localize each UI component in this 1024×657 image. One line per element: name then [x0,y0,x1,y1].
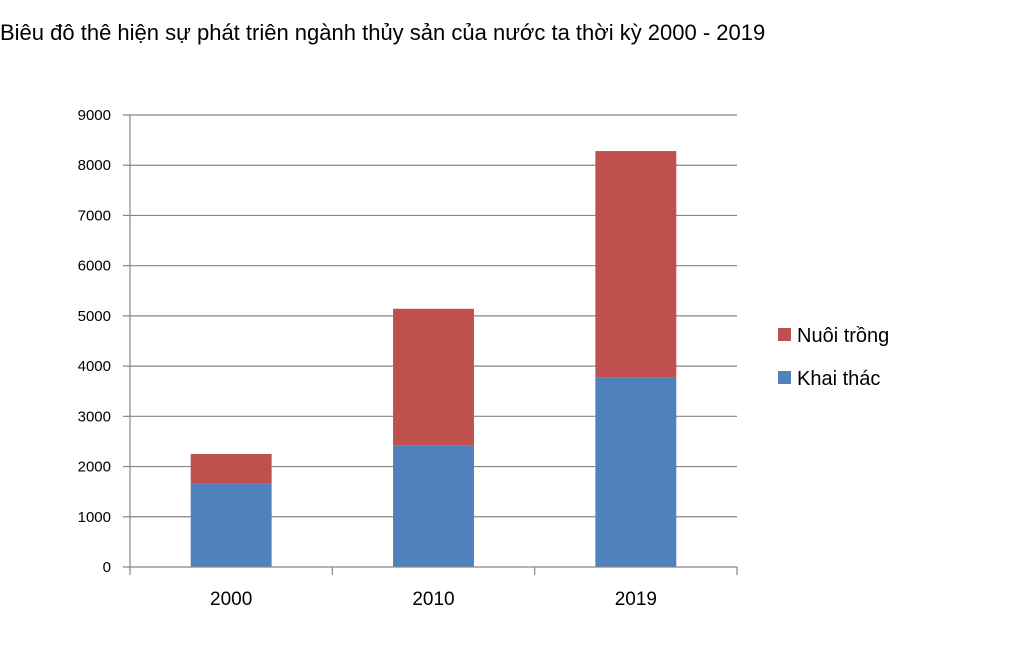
bar-segment [595,377,677,567]
legend: Nuôi trồng Khai thác [778,325,889,390]
y-tick-label: 3000 [78,408,111,425]
y-tick-label: 7000 [78,207,111,224]
y-tick-label: 5000 [78,308,111,325]
chart-title: Biêu đô thê hiện sự phát triên ngành thủ… [0,20,766,45]
bar-segment [393,308,474,446]
bars [190,151,677,567]
y-tick-label: 1000 [78,509,111,526]
x-tick-label: 2010 [412,589,454,610]
bar-segment [393,445,474,567]
axes [123,114,738,575]
bar-segment [190,483,272,567]
x-tick-labels: 2000 2010 2019 [210,589,657,610]
y-tick-label: 4000 [78,358,111,375]
legend-label: Khai thác [797,368,880,390]
bar-segment [595,151,677,378]
y-tick-label: 8000 [78,157,111,174]
y-tick-label: 2000 [78,459,111,476]
y-tick-label: 0 [103,559,111,576]
y-tick-label: 9000 [78,107,111,124]
bar-segment [190,454,272,484]
legend-swatch [778,371,791,384]
legend-label: Nuôi trồng [797,325,889,347]
x-tick-label: 2000 [210,589,252,610]
legend-swatch [778,328,791,341]
x-tick-label: 2019 [615,589,657,610]
y-tick-label: 6000 [78,258,111,275]
y-tick-labels: 0 1000 2000 3000 4000 5000 6000 7000 8000 9000 [78,107,111,576]
